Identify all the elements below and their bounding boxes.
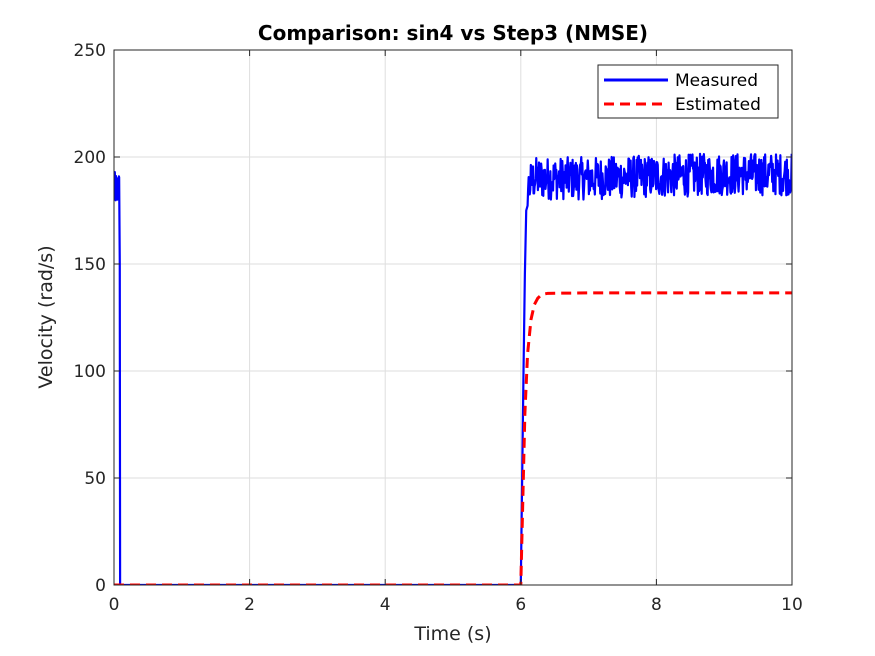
series-line-measured	[114, 152, 792, 585]
x-tick-label: 6	[515, 595, 526, 615]
y-tick-label: 250	[74, 41, 106, 61]
series-line-estimated	[114, 291, 792, 585]
series-layer	[114, 152, 792, 585]
plot-area-background	[114, 50, 792, 585]
chart-title: Comparison: sin4 vs Step3 (NMSE)	[258, 21, 648, 45]
y-tick-label: 150	[74, 255, 106, 275]
x-axis-label: Time (s)	[413, 623, 491, 645]
y-axis-label: Velocity (rad/s)	[35, 245, 57, 388]
axes-frame	[113, 49, 793, 586]
legend: Measured Estimated	[597, 64, 779, 119]
y-tick-label: 0	[95, 576, 106, 596]
y-tick-label: 50	[84, 469, 106, 489]
y-tick-label: 200	[74, 148, 106, 168]
x-tick-label: 4	[380, 595, 391, 615]
x-tick-label: 0	[109, 595, 120, 615]
x-tick-label: 8	[651, 595, 662, 615]
legend-label-measured: Measured	[675, 71, 758, 91]
x-tick-label: 10	[781, 595, 803, 615]
legend-box	[597, 64, 779, 119]
y-tick-label: 100	[74, 362, 106, 382]
x-tick-label: 2	[244, 595, 255, 615]
legend-label-estimated: Estimated	[675, 95, 761, 115]
